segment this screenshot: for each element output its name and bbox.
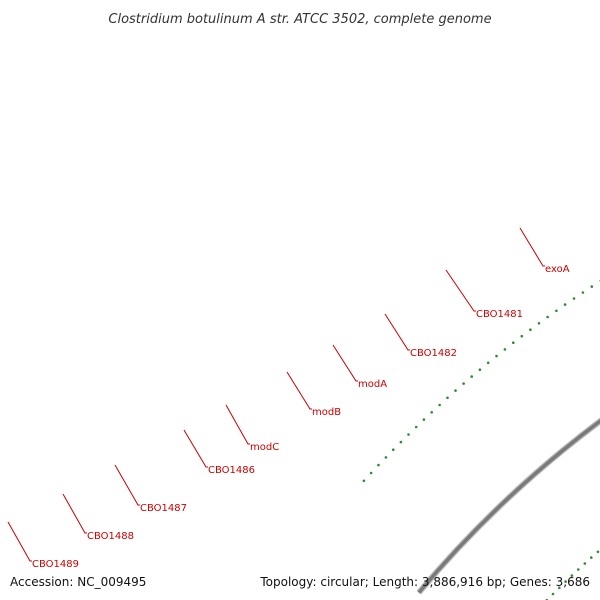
gene-label: modB xyxy=(312,407,341,418)
kbp-scale: 1610 kbp1611 kbp1612 kbp1613 kbp1614 kbp… xyxy=(362,279,600,600)
tick-dot xyxy=(512,341,515,345)
tick-dot xyxy=(564,580,567,583)
tick-dot xyxy=(486,361,490,365)
backbone xyxy=(416,417,600,595)
gene-leader-line xyxy=(225,404,250,445)
gene-leader-line xyxy=(114,464,140,506)
gene-leader-line xyxy=(445,269,476,312)
tick-dot xyxy=(478,368,482,372)
tick-dot xyxy=(577,568,580,571)
tick-dot xyxy=(537,322,541,325)
tick-dot xyxy=(596,550,600,554)
tick-dot xyxy=(495,354,498,358)
gene-label: CBO1487 xyxy=(140,503,187,514)
tick-dot xyxy=(583,562,587,565)
gene-label: CBO1482 xyxy=(410,348,457,359)
tick-dot xyxy=(520,334,524,338)
tick-dot xyxy=(454,389,457,392)
tick-dot xyxy=(362,479,366,483)
tick-dot xyxy=(558,586,561,590)
gene-leader-line xyxy=(286,371,312,410)
gene-label: CBO1481 xyxy=(476,309,523,320)
tick-dot xyxy=(414,425,418,429)
tick-dot xyxy=(529,328,532,332)
gene-label: CBO1489 xyxy=(32,559,79,570)
tick-dot xyxy=(392,448,395,452)
tick-dot xyxy=(462,382,465,385)
gene-leader-line xyxy=(384,313,410,351)
tick-dot xyxy=(570,574,574,577)
gene-label: CBO1488 xyxy=(87,531,134,542)
tick-dot xyxy=(590,556,593,559)
gene-label: exoA xyxy=(545,264,570,275)
gene-leader-line xyxy=(7,521,32,562)
tick-dot xyxy=(407,433,410,436)
gene-leader-line xyxy=(332,344,358,382)
tick-dot xyxy=(590,285,594,288)
accession-text: Accession: NC_009495 xyxy=(10,575,146,589)
tick-dot xyxy=(555,309,558,313)
map-title: Clostridium botulinum A str. ATCC 3502, … xyxy=(108,12,491,27)
gene-leader-line xyxy=(519,227,545,267)
tick-dot xyxy=(384,456,388,459)
tick-dot xyxy=(430,411,434,414)
tick-dot xyxy=(438,403,441,407)
gene-label: modA xyxy=(358,379,387,390)
tick-dot xyxy=(572,297,576,300)
tick-dot xyxy=(470,375,474,378)
gene-leader-line xyxy=(62,493,87,534)
tick-dot xyxy=(581,291,585,294)
gene-label: CBO1486 xyxy=(208,465,255,476)
tick-dot xyxy=(551,592,555,596)
gene-label: modC xyxy=(250,442,279,453)
gene-leader-line xyxy=(183,429,208,468)
genome-summary-text: Topology: circular; Length: 3,886,916 bp… xyxy=(259,575,590,589)
tick-dot xyxy=(399,440,403,444)
tick-dot xyxy=(546,315,549,319)
tick-dot xyxy=(503,348,507,351)
tick-dot xyxy=(422,418,426,421)
tick-dot xyxy=(369,471,373,475)
tick-dot xyxy=(377,463,380,467)
gene-labels: exoA CBO1481 CBO1482 modA modB modC CBO1486 CBO… xyxy=(7,227,570,570)
backbone-shadow xyxy=(416,417,600,595)
tick-dot xyxy=(446,396,449,400)
tick-dot xyxy=(563,303,567,306)
backbone-line xyxy=(417,419,600,594)
